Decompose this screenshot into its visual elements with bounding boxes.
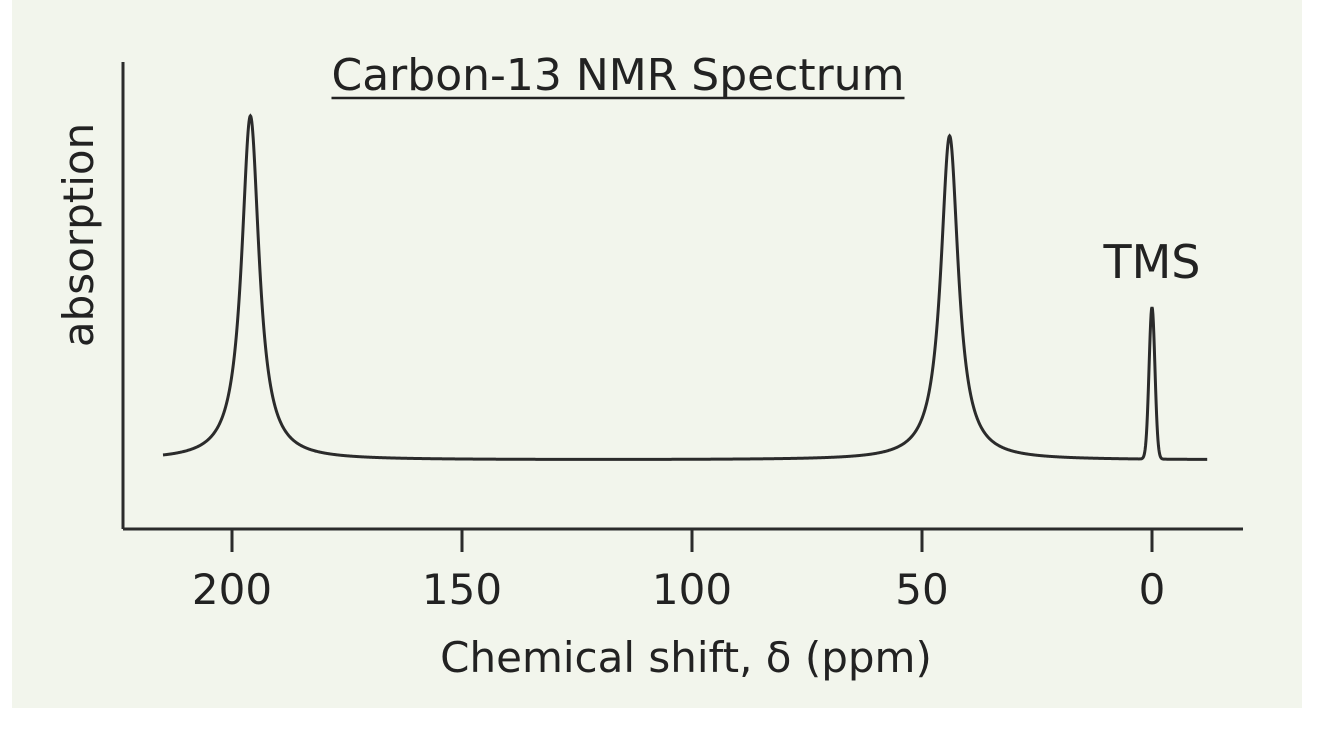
x-tick-label-0: 0 (1139, 565, 1166, 614)
x-axis-tick-labels: 200 150 100 50 0 (192, 565, 1165, 614)
chart-title: Carbon-13 NMR Spectrum (331, 50, 905, 101)
y-axis-label: absorption (54, 123, 103, 347)
x-tick-label-200: 200 (192, 565, 272, 614)
spectrum-line (162, 113, 1208, 461)
chart-title-text: Carbon-13 NMR Spectrum (331, 50, 904, 101)
annotation-tms: TMS (1103, 235, 1201, 289)
x-tick-label-150: 150 (422, 565, 502, 614)
x-tick-label-50: 50 (895, 565, 948, 614)
x-axis-label: Chemical shift, δ (ppm) (440, 633, 932, 682)
x-axis-ticks (230, 529, 1154, 552)
spectrum-series (162, 113, 1208, 461)
x-tick-label-100: 100 (652, 565, 732, 614)
chart-background (12, 0, 1302, 708)
chart-annotations: TMS (1103, 235, 1201, 289)
